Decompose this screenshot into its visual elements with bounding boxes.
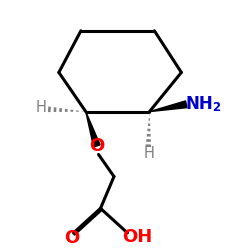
Text: NH: NH: [186, 95, 214, 113]
Text: O: O: [64, 229, 79, 247]
Text: 2: 2: [212, 102, 220, 114]
Text: H: H: [36, 100, 47, 116]
Polygon shape: [86, 112, 100, 147]
Polygon shape: [150, 101, 187, 112]
Text: OH: OH: [122, 228, 153, 246]
Text: H: H: [144, 146, 155, 161]
Text: O: O: [89, 137, 104, 155]
